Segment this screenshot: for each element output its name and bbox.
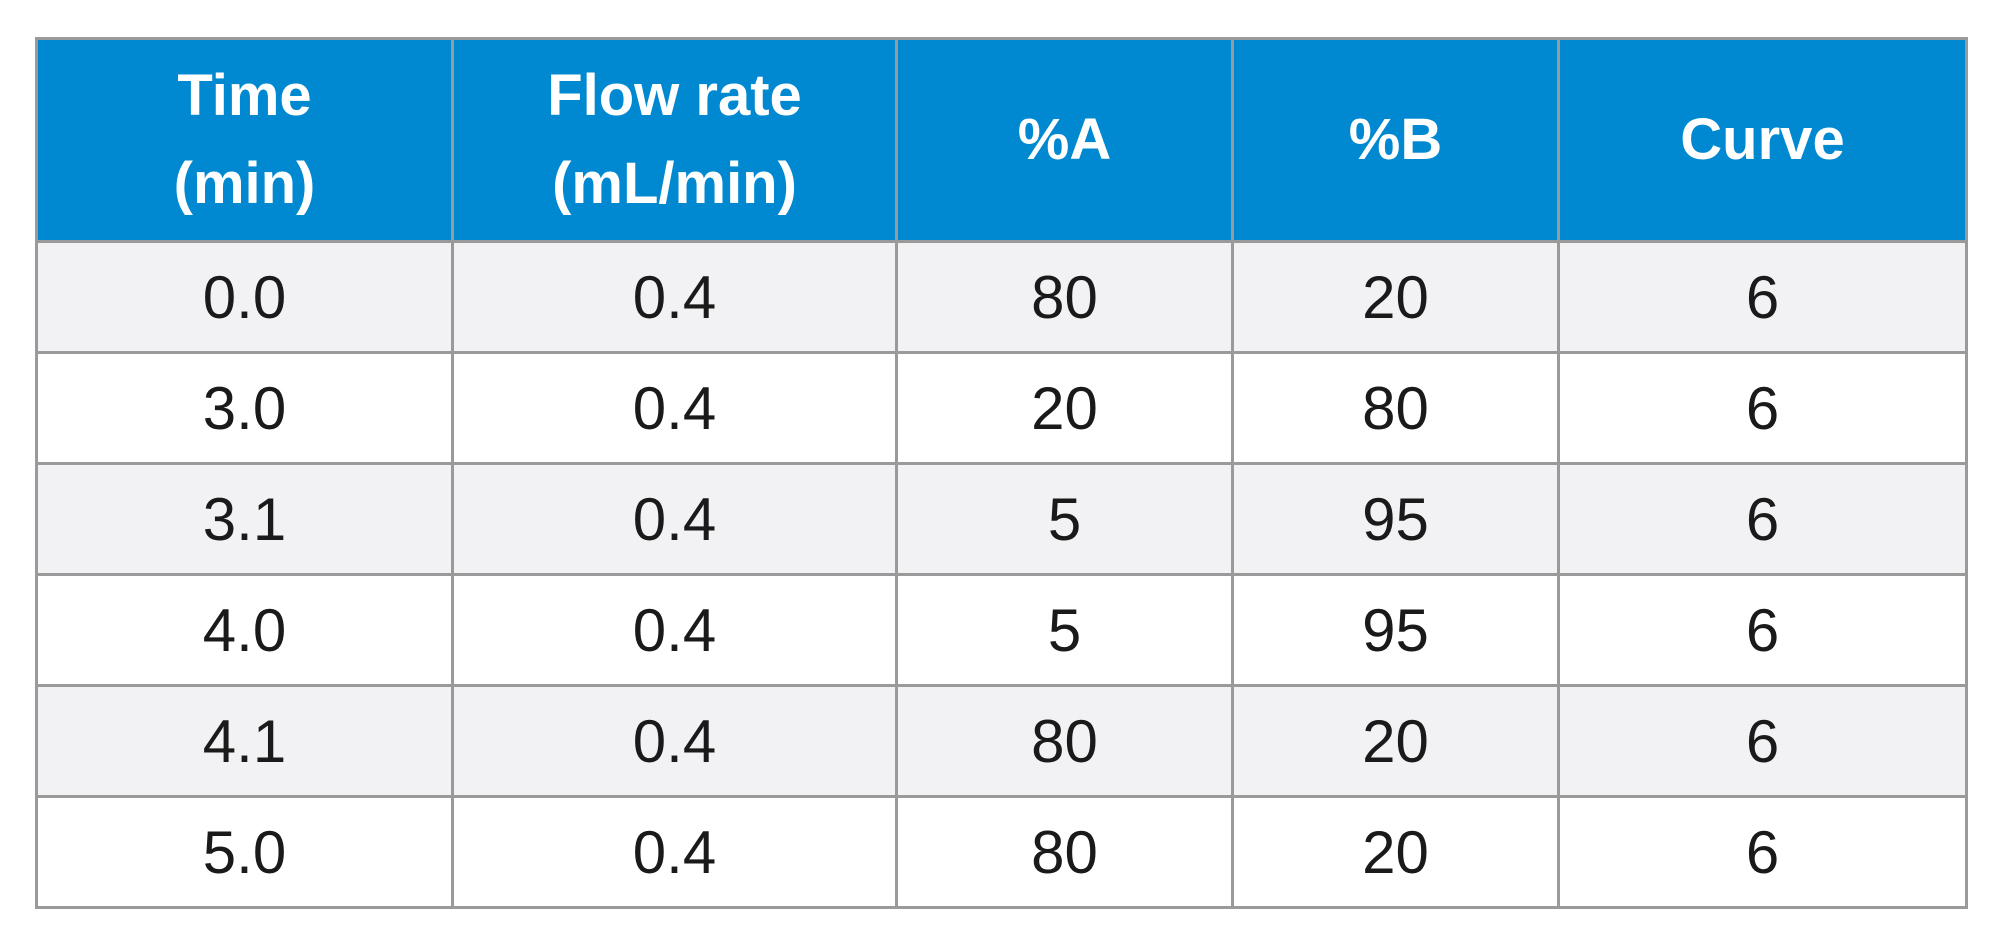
cell-curve: 6	[1557, 684, 1968, 798]
cell-flow-rate: 0.4	[451, 351, 898, 465]
cell-percent-b: 95	[1231, 462, 1560, 576]
cell-percent-b: 20	[1231, 795, 1560, 909]
header-time: Time (min)	[35, 37, 454, 243]
cell-flow-rate: 0.4	[451, 573, 898, 687]
cell-time: 4.0	[35, 573, 454, 687]
cell-time: 4.1	[35, 684, 454, 798]
cell-percent-b: 20	[1231, 684, 1560, 798]
cell-percent-a: 80	[895, 240, 1234, 354]
cell-percent-b: 80	[1231, 351, 1560, 465]
cell-curve: 6	[1557, 351, 1968, 465]
cell-percent-b: 95	[1231, 573, 1560, 687]
table-row: 3.1 0.4 5 95 6	[35, 462, 1968, 576]
header-curve: Curve	[1557, 37, 1968, 243]
header-curve-label: Curve	[1680, 107, 1845, 172]
cell-flow-rate: 0.4	[451, 462, 898, 576]
table-row: 5.0 0.4 80 20 6	[35, 795, 1968, 909]
gradient-table: Time (min) Flow rate (mL/min) %A %B Curv…	[35, 37, 1968, 909]
cell-percent-a: 20	[895, 351, 1234, 465]
table-row: 4.0 0.4 5 95 6	[35, 573, 1968, 687]
header-percent-b: %B	[1231, 37, 1560, 243]
cell-time: 3.0	[35, 351, 454, 465]
header-percent-a-label: %A	[1017, 107, 1112, 172]
table-row: 3.0 0.4 20 80 6	[35, 351, 1968, 465]
header-percent-a: %A	[895, 37, 1234, 243]
header-percent-b-label: %B	[1348, 107, 1443, 172]
table-header: Time (min) Flow rate (mL/min) %A %B Curv…	[35, 37, 1968, 243]
cell-flow-rate: 0.4	[451, 795, 898, 909]
cell-percent-a: 5	[895, 462, 1234, 576]
cell-curve: 6	[1557, 240, 1968, 354]
cell-time: 5.0	[35, 795, 454, 909]
header-time-label: Time	[177, 63, 312, 128]
table-body: 0.0 0.4 80 20 6 3.0 0.4 20 80 6 3.1 0.4 …	[35, 240, 1968, 909]
cell-percent-a: 5	[895, 573, 1234, 687]
table-row: 0.0 0.4 80 20 6	[35, 240, 1968, 354]
header-time-unit: (min)	[173, 151, 316, 216]
cell-flow-rate: 0.4	[451, 684, 898, 798]
header-row: Time (min) Flow rate (mL/min) %A %B Curv…	[35, 37, 1968, 243]
cell-time: 3.1	[35, 462, 454, 576]
header-flow-rate: Flow rate (mL/min)	[451, 37, 898, 243]
table-row: 4.1 0.4 80 20 6	[35, 684, 1968, 798]
cell-percent-a: 80	[895, 684, 1234, 798]
cell-flow-rate: 0.4	[451, 240, 898, 354]
cell-time: 0.0	[35, 240, 454, 354]
cell-curve: 6	[1557, 462, 1968, 576]
cell-curve: 6	[1557, 573, 1968, 687]
header-flow-rate-label: Flow rate	[547, 63, 802, 128]
cell-percent-b: 20	[1231, 240, 1560, 354]
cell-curve: 6	[1557, 795, 1968, 909]
header-flow-rate-unit: (mL/min)	[552, 151, 797, 216]
cell-percent-a: 80	[895, 795, 1234, 909]
